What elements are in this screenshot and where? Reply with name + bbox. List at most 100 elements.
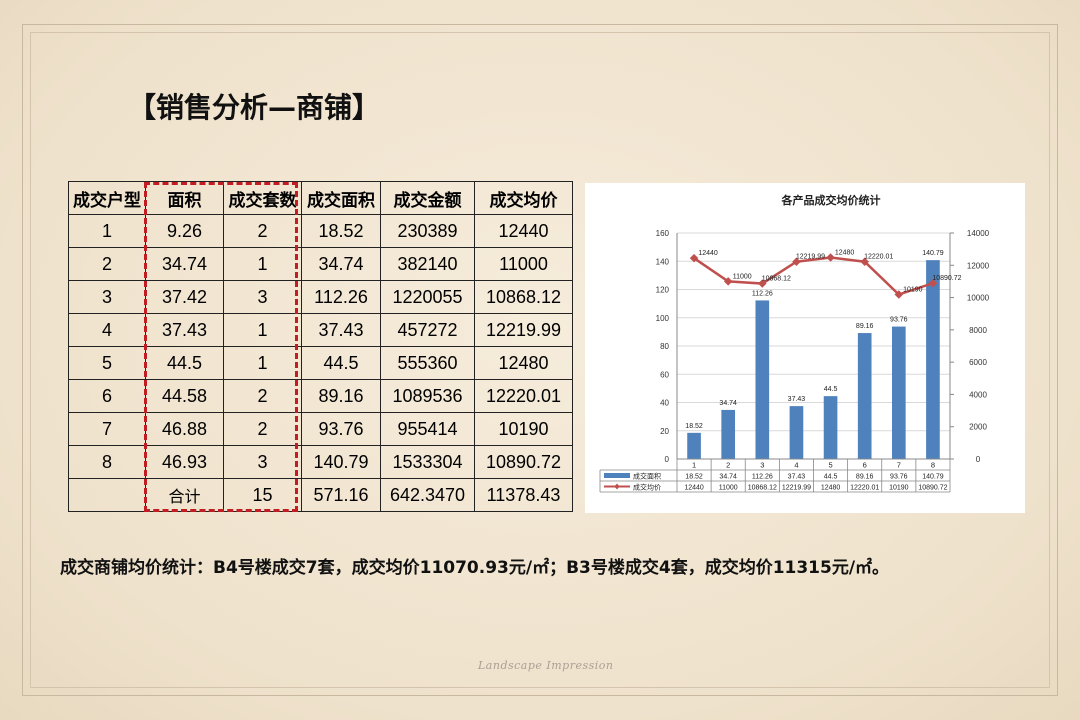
combo-chart: 各产品成交均价统计 0 20 40 60 80 100 120 140 160 0 2000 4000 6… (599, 193, 990, 493)
data-table-value: 44.5 (824, 474, 838, 481)
line-data-label: 10868.12 (762, 276, 791, 283)
total-label: 合计 (145, 478, 224, 512)
table-cell: 955414 (380, 412, 475, 446)
data-table-value: 18.52 (685, 474, 703, 481)
table-cell: 571.16 (301, 478, 381, 512)
bar (823, 396, 838, 459)
line-data-label: 11000 (733, 273, 752, 280)
table-cell: 15 (223, 478, 302, 512)
table-cell: 12440 (474, 214, 573, 248)
y-tick-label-left: 120 (656, 286, 670, 295)
table-row: 6 44.58 2 89.16 1089536 12220.01 (68, 379, 573, 413)
table-cell: 10868.12 (474, 280, 573, 314)
y-tick-label-right: 10000 (967, 294, 990, 303)
x-tick-label: 3 (760, 461, 764, 470)
line-data-label: 12219.99 (796, 254, 825, 261)
bar (687, 432, 701, 459)
data-table-value: 89.16 (856, 474, 874, 481)
table-cell: 7 (68, 412, 146, 446)
table-cell: 12219.99 (474, 313, 573, 347)
table-total-row: 合计 15 571.16 642.3470 11378.43 (68, 478, 573, 512)
table-cell: 1 (68, 214, 146, 248)
table-cell: 2 (223, 214, 302, 248)
data-table-value: 10190 (889, 485, 909, 492)
y-tick-label-right: 8000 (969, 326, 987, 335)
page-title: 【销售分析—商铺】 (128, 91, 381, 124)
table-cell: 34.74 (301, 247, 381, 281)
table-cell: 555360 (380, 346, 475, 380)
y-tick-label-right: 4000 (969, 390, 987, 399)
column-header: 面积 (145, 181, 224, 215)
table-cell: 10890.72 (474, 445, 573, 479)
bar (789, 406, 804, 459)
table-cell: 140.79 (301, 445, 381, 479)
table-cell: 12220.01 (474, 379, 573, 413)
column-header: 成交金额 (380, 181, 475, 215)
x-tick-label: 5 (828, 461, 832, 470)
table-row: 8 46.93 3 140.79 1533304 10890.72 (68, 445, 573, 479)
table-cell: 34.74 (145, 247, 224, 281)
table-cell: 46.88 (145, 412, 224, 446)
column-header: 成交均价 (474, 181, 573, 215)
table-cell: 1 (223, 313, 302, 347)
data-table-value: 11000 (719, 485, 738, 492)
bar (891, 326, 906, 459)
table-row: 7 46.88 2 93.76 955414 10190 (68, 412, 573, 446)
table-cell: 2 (68, 247, 146, 281)
x-tick-label: 6 (863, 461, 867, 470)
table-cell: 230389 (380, 214, 475, 248)
table-cell: 457272 (380, 313, 475, 347)
table-row: 4 37.43 1 37.43 457272 12219.99 (68, 313, 573, 347)
chart-title: 各产品成交均价统计 (781, 193, 881, 207)
data-table-value: 112.26 (752, 474, 773, 481)
table-cell: 3 (223, 280, 302, 314)
line-data-label: 12480 (835, 250, 855, 257)
bar-data-label: 18.52 (685, 423, 703, 430)
table-cell: 44.5 (301, 346, 381, 380)
table-row: 1 9.26 2 18.52 230389 12440 (68, 214, 573, 248)
data-table-value: 93.76 (890, 474, 908, 481)
table-cell: 4 (68, 313, 146, 347)
y-tick-label-left: 160 (656, 229, 670, 238)
table-cell: 3 (68, 280, 146, 314)
y-tick-label-right: 6000 (969, 358, 987, 367)
table-cell: 44.5 (145, 346, 224, 380)
bar-data-label: 37.43 (788, 396, 806, 403)
table-cell: 1 (223, 247, 302, 281)
data-table-value: 12220.01 (850, 485, 879, 492)
y-tick-label-left: 40 (660, 399, 669, 408)
data-table-value: 140.79 (922, 474, 944, 481)
decorative-frame-outer (22, 24, 1058, 696)
table-cell: 12480 (474, 346, 573, 380)
table-cell: 1 (223, 346, 302, 380)
data-table-value: 37.43 (788, 474, 806, 481)
table-cell: 93.76 (301, 412, 381, 446)
column-header: 成交面积 (301, 181, 381, 215)
chart-panel: 各产品成交均价统计 0 20 40 60 80 100 120 140 160 0 2000 4000 6… (585, 183, 1025, 513)
line-data-label: 10890.72 (932, 275, 961, 282)
table-cell: 2 (223, 379, 302, 413)
column-header: 成交套数 (223, 181, 302, 215)
x-tick-label: 4 (794, 461, 798, 470)
data-table-value: 34.74 (719, 474, 737, 481)
y-tick-label-left: 100 (656, 314, 670, 323)
table-cell: 2 (223, 412, 302, 446)
table-cell: 11378.43 (474, 478, 573, 512)
table-cell: 18.52 (301, 214, 381, 248)
table-cell (68, 478, 146, 512)
table-cell: 10190 (474, 412, 573, 446)
footer-logo: Landscape Impression (478, 659, 614, 672)
decorative-frame-inner (30, 32, 1050, 688)
legend-entry: 成交均价 (633, 483, 661, 492)
bar-data-label: 44.5 (824, 386, 838, 393)
data-table-value: 12480 (821, 485, 841, 492)
line-point (758, 279, 767, 288)
sales-table: 成交户型 面积 成交套数 成交面积 成交金额 成交均价 1 9.26 2 18.52 2… (68, 181, 573, 512)
table-cell: 1533304 (380, 445, 475, 479)
table-cell: 5 (68, 346, 146, 380)
bar (721, 409, 736, 459)
table-cell: 112.26 (301, 280, 381, 314)
y-tick-label-left: 20 (660, 427, 669, 436)
table-cell: 6 (68, 379, 146, 413)
table-cell: 37.43 (301, 313, 381, 347)
